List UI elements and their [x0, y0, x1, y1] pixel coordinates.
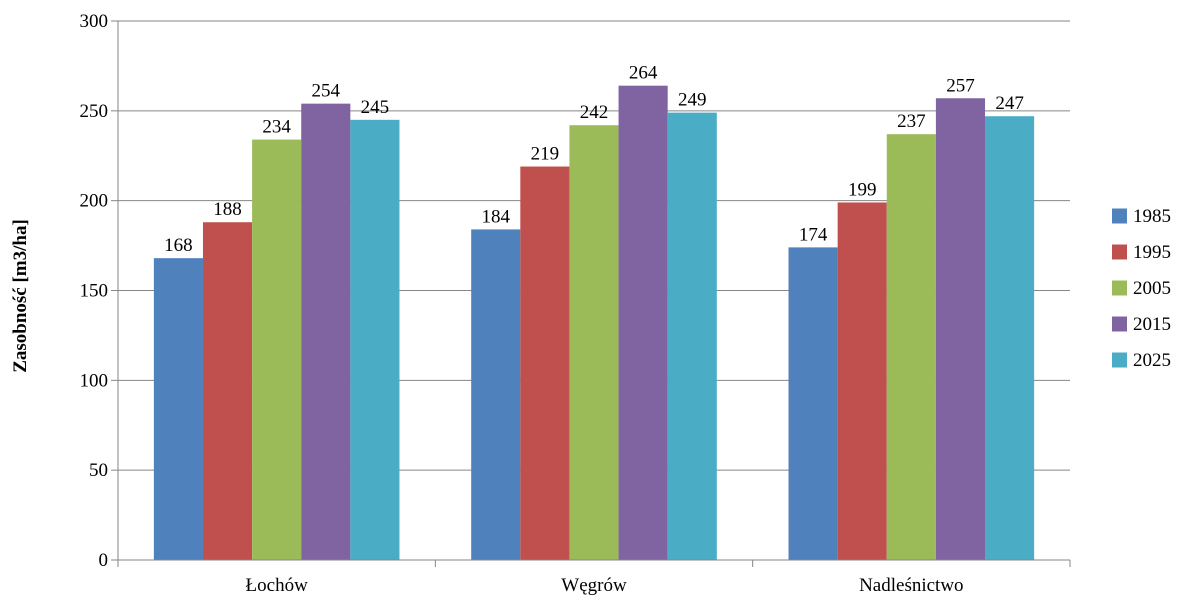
bar-2005 — [886, 134, 936, 560]
bar-1995 — [520, 166, 570, 560]
bar-1985 — [153, 258, 203, 560]
bar-2025 — [667, 112, 717, 560]
bar-2025 — [985, 116, 1035, 561]
data-label: 237 — [897, 111, 926, 132]
bar-2005 — [569, 125, 619, 560]
legend-swatch — [1112, 280, 1127, 296]
data-label: 199 — [848, 179, 877, 200]
y-tick-label: 300 — [80, 11, 109, 32]
bar-1985 — [788, 247, 838, 560]
x-category-label: Nadleśnictwo — [859, 575, 963, 596]
legend-label: 2025 — [1133, 350, 1171, 371]
data-label: 174 — [799, 224, 828, 245]
y-tick-label: 250 — [80, 101, 109, 122]
y-tick-label: 200 — [80, 191, 109, 212]
axes: 0 50 100 150 200 250 300 Łochów Węgrów Nadleśnict… — [80, 11, 1071, 596]
data-label: 168 — [164, 235, 193, 256]
bar-1995 — [837, 202, 887, 561]
y-tick-label: 150 — [80, 281, 109, 302]
x-category-label: Węgrów — [561, 575, 627, 596]
bar-2015 — [618, 85, 668, 561]
data-label: 245 — [361, 97, 390, 118]
data-label: 264 — [629, 63, 658, 84]
legend-label: 1995 — [1133, 242, 1171, 263]
bar-1995 — [202, 222, 253, 560]
bar-2015 — [301, 103, 351, 560]
data-label: 188 — [213, 199, 242, 220]
bar-1985 — [471, 229, 521, 560]
legend-swatch — [1112, 244, 1127, 260]
bar-2005 — [252, 139, 302, 560]
y-tick-label: 50 — [89, 460, 108, 481]
bars — [153, 85, 1035, 561]
data-label: 247 — [995, 93, 1024, 114]
bar-2015 — [935, 98, 986, 561]
y-tick-label: 100 — [80, 370, 109, 391]
data-label: 219 — [531, 144, 560, 165]
data-label: 242 — [580, 102, 609, 123]
legend-label: 2015 — [1133, 314, 1171, 335]
data-labels: 168 188 234 254 245 184 219 242 264 249 174 199 237 2… — [164, 63, 1024, 256]
data-label: 249 — [678, 90, 707, 111]
data-label: 234 — [262, 117, 291, 138]
data-label: 257 — [946, 75, 975, 96]
data-label: 184 — [482, 206, 511, 227]
data-label: 254 — [312, 81, 341, 102]
legend: 1985 1995 2005 2015 2025 — [1112, 206, 1171, 371]
legend-label: 1985 — [1133, 206, 1171, 227]
y-tick-label: 0 — [99, 550, 109, 571]
legend-swatch — [1112, 316, 1127, 332]
x-category-label: Łochów — [246, 575, 309, 596]
bar-2025 — [350, 119, 400, 561]
legend-swatch — [1112, 352, 1127, 368]
legend-swatch — [1112, 208, 1127, 224]
y-axis-label: Zasobność [m3/ha] — [10, 219, 31, 373]
legend-label: 2005 — [1133, 278, 1171, 299]
